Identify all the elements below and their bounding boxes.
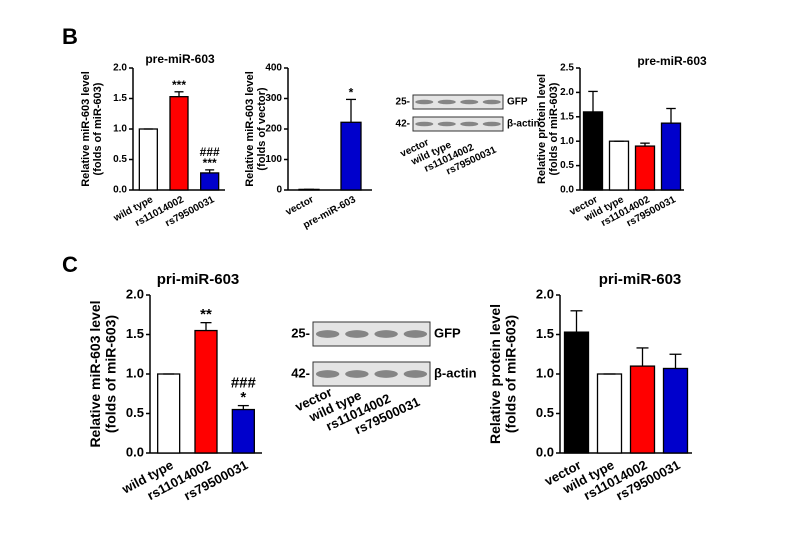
blot-band [482,99,501,105]
y-tick-label: 2.0 [536,286,554,301]
y-tick-label: 2.0 [113,63,127,74]
y-axis-label: Relative miR-603 level [80,71,92,187]
protein-label: GFP [507,97,528,108]
blot-strip [412,94,504,110]
bar [200,172,220,191]
blot-band [345,330,369,338]
y-tick-label: 0.5 [126,405,144,420]
annotation: ### [231,374,257,391]
y-axis-label: (folds of vector) [256,87,268,170]
annotation: *** [203,156,217,170]
y-axis-label: (folds of miR-603) [92,82,104,175]
y-tick-label: 1.0 [536,365,554,380]
blot-band [315,330,340,338]
bar [231,408,255,454]
bar [340,121,362,191]
y-tick-label: 1.5 [126,326,144,341]
blot-band [374,330,398,338]
y-tick-label: 2.0 [126,286,144,301]
y-tick-label: 0.0 [536,444,554,459]
y-axis-label: (folds of miR-603) [503,315,519,433]
y-tick-label: 0 [276,185,282,196]
bar [596,373,623,454]
y-axis-label: (folds of miR-603) [548,82,560,175]
blot-band [403,370,428,378]
blot-band [345,370,369,378]
bar [563,331,590,454]
blot-band [460,99,479,105]
y-tick-label: 300 [265,93,282,104]
x-tick-label: vector [284,194,316,218]
y-tick-label: 200 [265,124,282,135]
bar [582,111,604,191]
panel-label: C [62,252,78,277]
y-tick-label: 2.5 [560,63,574,74]
y-tick-label: 1.0 [560,136,574,147]
size-marker: 25- [291,325,310,340]
blot-band [374,370,398,378]
y-axis-label: Relative protein level [487,304,503,444]
y-tick-label: 0.0 [560,185,574,196]
bar [608,140,630,191]
y-tick-label: 1.5 [536,326,554,341]
bar [662,367,689,454]
y-tick-label: 0.0 [126,444,144,459]
blot-band [482,121,501,127]
y-axis-label: (folds of miR-603) [103,315,119,433]
blot-band [403,330,428,338]
y-tick-label: 1.5 [113,93,127,104]
annotation: ** [200,306,212,323]
y-tick-label: 0.0 [113,185,127,196]
bar [194,329,218,454]
chart-title: pre-miR-603 [145,52,215,66]
y-tick-label: 1.0 [126,365,144,380]
blot-band [415,99,434,105]
chart-title: pri-miR-603 [157,271,240,288]
y-tick-label: 0.5 [560,160,574,171]
chart-title: pre-miR-603 [637,54,707,68]
bar [629,365,656,454]
bar [169,96,189,191]
protein-label: GFP [434,325,461,340]
annotation: ### [200,145,220,159]
chart-title: pri-miR-603 [599,271,682,288]
annotation: * [240,389,246,406]
bar [660,122,682,191]
blot-band [315,370,340,378]
blot-band [437,121,456,127]
blot-band [415,121,434,127]
blot-band [437,99,456,105]
bar [157,373,181,454]
protein-label: β-actin [507,119,540,130]
y-tick-label: 0.5 [113,154,127,165]
size-marker: 42- [291,365,310,380]
blot-band [460,121,479,127]
y-axis-label: Relative miR-603 level [87,300,103,447]
size-marker: 25- [396,97,410,108]
y-tick-label: 100 [265,154,282,165]
protein-label: β-actin [434,365,477,380]
bar [138,128,158,191]
annotation: *** [172,78,186,92]
size-marker: 42- [396,119,410,130]
y-tick-label: 1.0 [113,124,127,135]
y-tick-label: 2.0 [560,87,574,98]
y-tick-label: 0.5 [536,405,554,420]
y-tick-label: 1.5 [560,111,574,122]
annotation: * [349,86,354,100]
blot-strip [412,116,504,132]
panel-label: B [62,24,78,49]
y-tick-label: 400 [265,63,282,74]
bar [634,145,656,191]
y-axis-label: Relative protein level [536,74,548,184]
y-axis-label: Relative miR-603 level [244,71,256,187]
